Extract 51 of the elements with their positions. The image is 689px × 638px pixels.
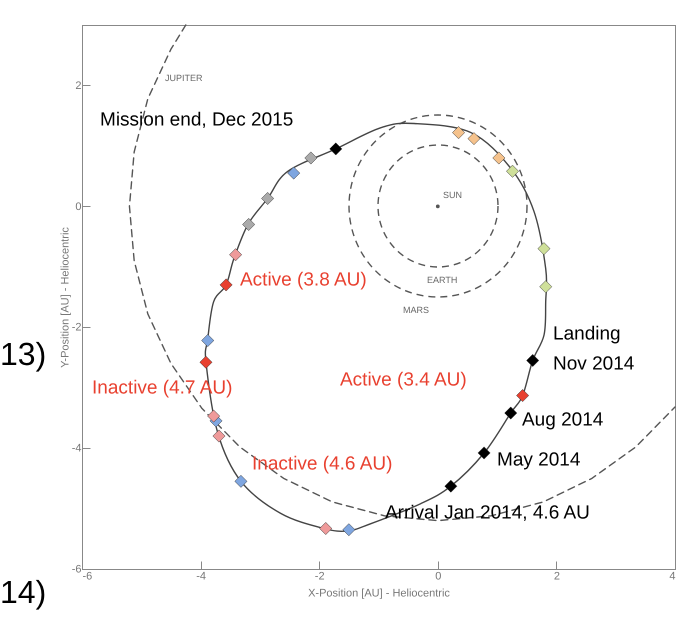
x-tick-label: -6 <box>82 570 92 582</box>
point <box>329 142 342 156</box>
point <box>342 523 356 536</box>
x-axis-title: X-Position [AU] - Heliocentric <box>308 588 450 600</box>
point <box>478 446 490 460</box>
x-tick-label: -2 <box>314 570 325 582</box>
y-tick-label: -2 <box>72 322 82 334</box>
point <box>526 354 540 367</box>
point <box>492 152 506 164</box>
text: 13) <box>0 336 46 372</box>
point <box>287 166 300 180</box>
annotation: Landing <box>553 324 621 344</box>
annotation: Nov 2014 <box>553 354 635 374</box>
point <box>212 430 226 442</box>
point <box>504 406 518 420</box>
point <box>207 410 220 422</box>
point <box>261 192 274 205</box>
y-tick-label: -4 <box>72 442 82 455</box>
point <box>242 218 256 231</box>
x-tick-label: -4 <box>196 570 206 582</box>
annotation: EARTH <box>427 275 458 285</box>
annotation: JUPITER <box>165 73 204 83</box>
annotation: Active (3.8 AU) <box>240 270 367 290</box>
text: 14) <box>0 574 46 610</box>
point <box>201 334 214 347</box>
point <box>200 356 212 369</box>
point <box>319 522 332 535</box>
x-tick-label: 0 <box>435 570 442 582</box>
annotation: May 2014 <box>497 450 581 470</box>
point <box>444 480 458 493</box>
point <box>304 152 318 164</box>
annotation: Mission end, Dec 2015 <box>100 110 294 130</box>
annotation: Aug 2014 <box>522 410 604 430</box>
annotation: Active (3.4 AU) <box>340 370 467 390</box>
annotation: Inactive (4.6 AU) <box>252 454 392 474</box>
point <box>506 164 519 178</box>
y-axis-title: Y-Position [AU] - Heliocentric <box>60 226 72 368</box>
y-tick-label: 0 <box>75 200 82 213</box>
point <box>229 248 242 262</box>
point <box>234 474 248 488</box>
point <box>516 389 529 402</box>
point <box>452 126 465 139</box>
x-tick-label: 4 <box>669 570 676 582</box>
point <box>468 132 480 146</box>
point <box>539 280 552 294</box>
annotation: MARS <box>403 305 430 315</box>
x-tick-label: 2 <box>554 570 560 582</box>
point <box>220 278 232 292</box>
y-tick-label: 2 <box>75 80 82 92</box>
annotation: SUN <box>443 190 462 200</box>
point <box>538 242 550 256</box>
